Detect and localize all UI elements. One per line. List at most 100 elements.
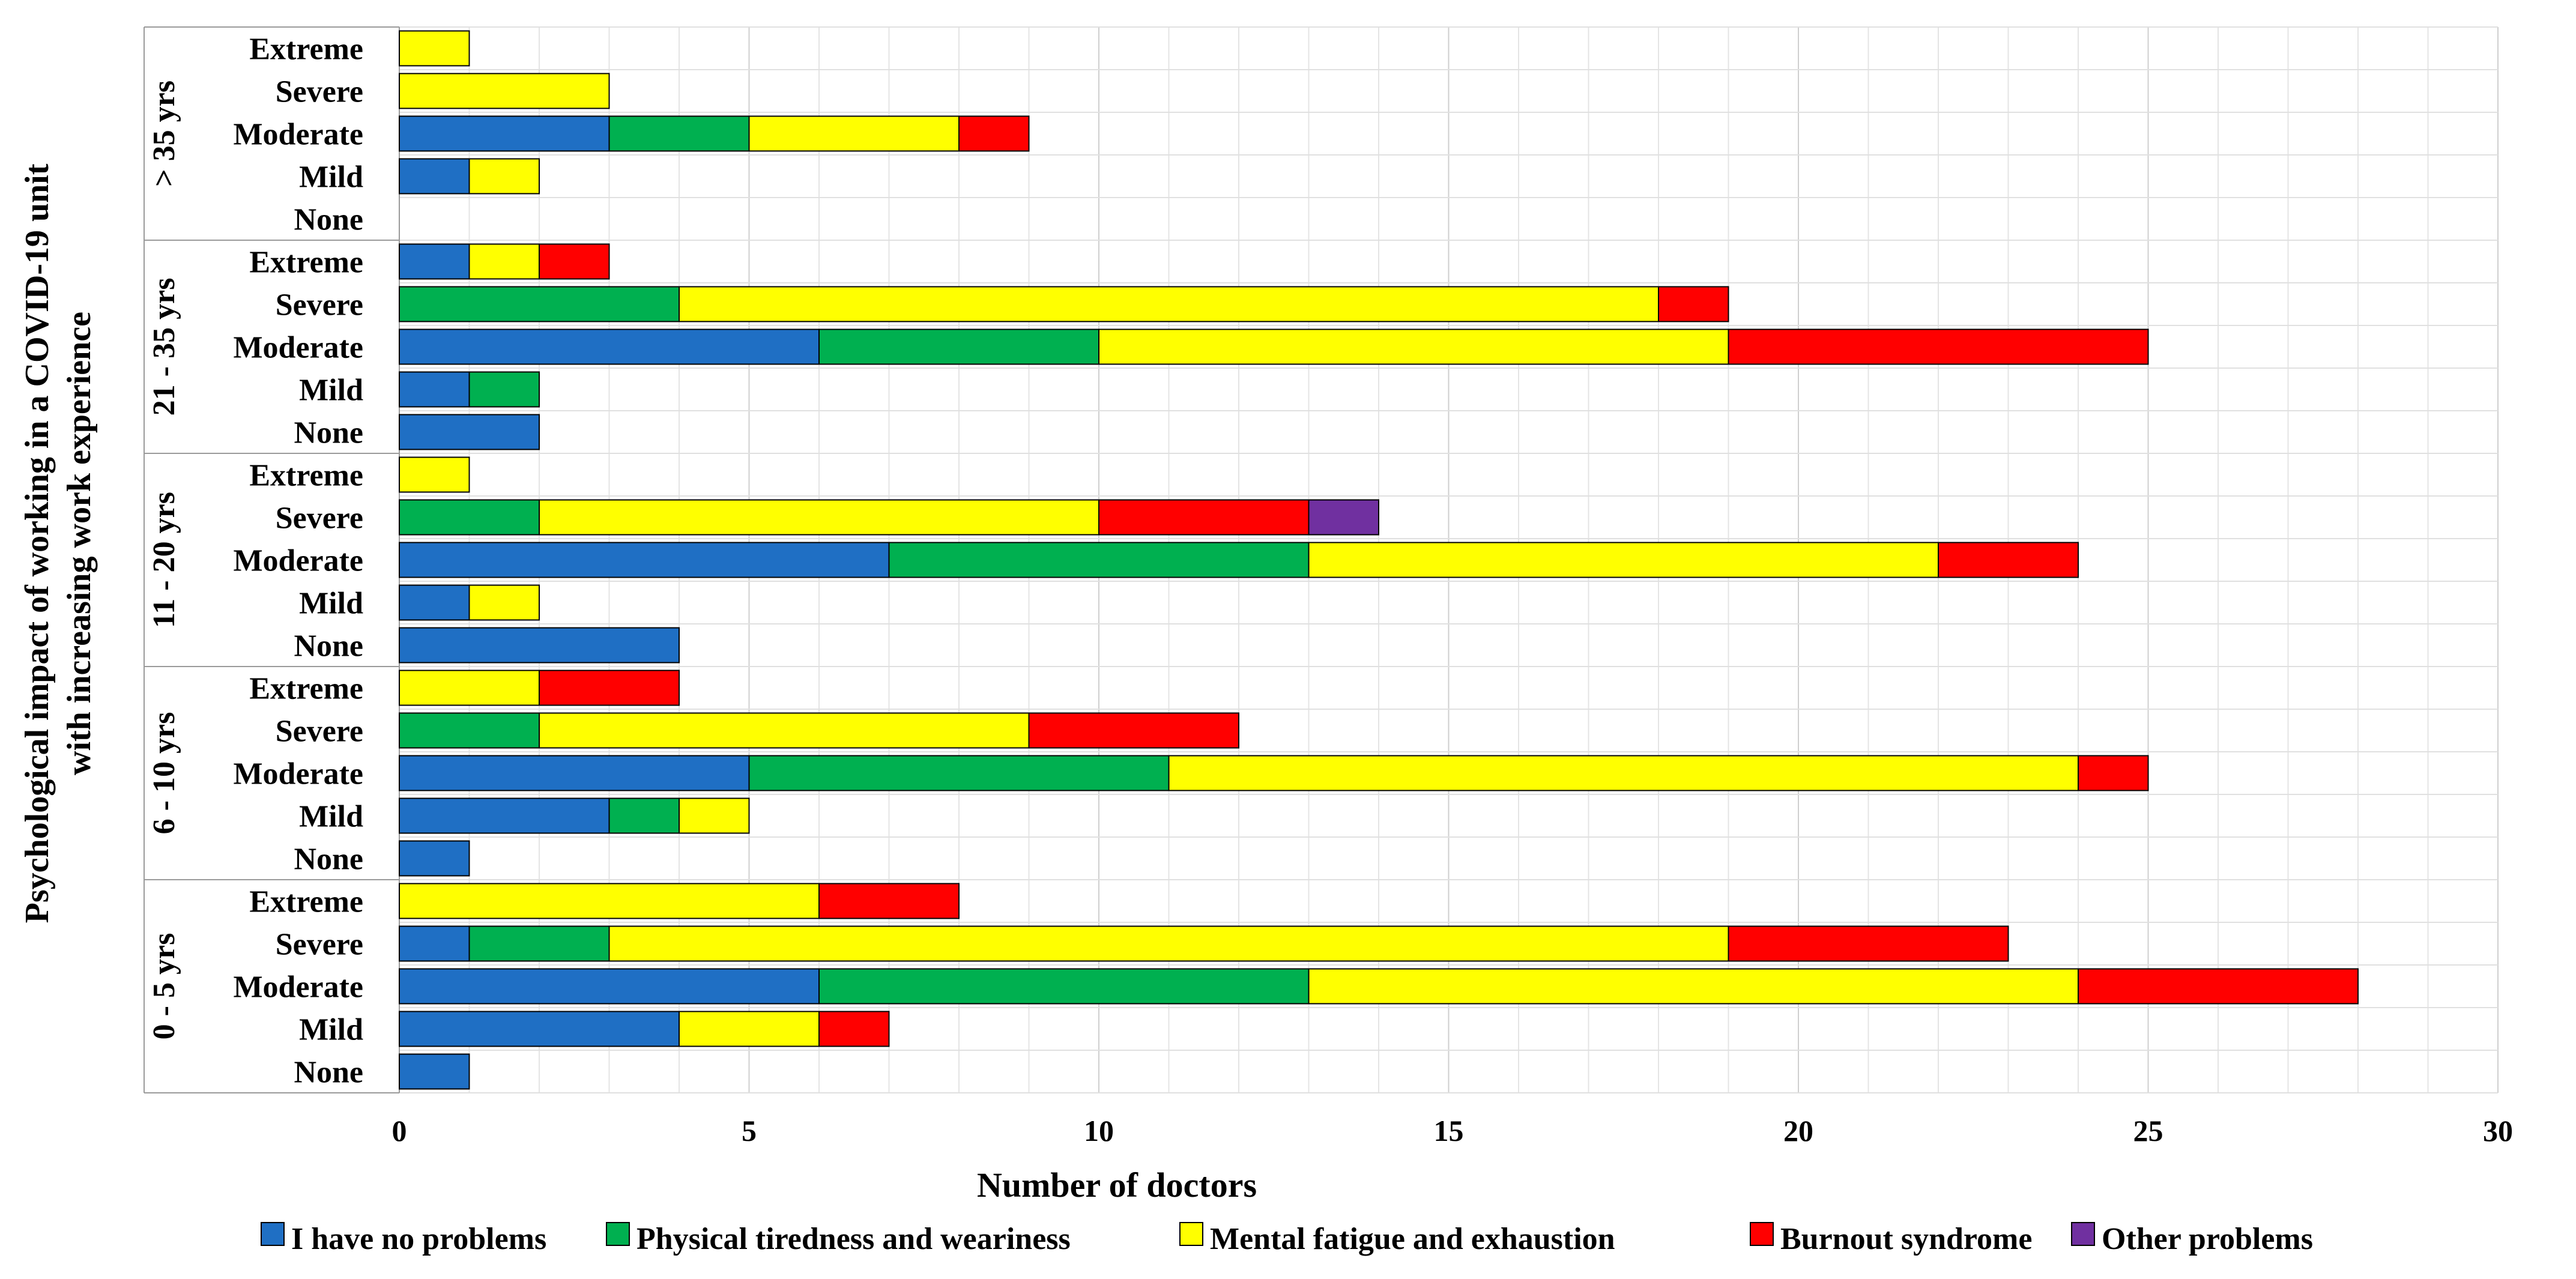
category-label: Moderate: [233, 544, 363, 578]
bar-segment: [958, 115, 1030, 152]
category-label: Severe: [276, 715, 363, 749]
bar-segment: [399, 73, 610, 109]
legend: I have no problems Physical tiredness and…: [261, 1222, 2313, 1256]
legend-item: Burnout syndrome: [1750, 1222, 2032, 1256]
bar-segment: [608, 797, 680, 834]
group-labels: > 35 yrs 21 - 35 yrs 11 - 20 yrs 6 - 10 yrs…: [147, 80, 181, 1039]
bar-segment: [468, 925, 610, 962]
x-axis-title: Number of doctors: [977, 1166, 1257, 1205]
bar-segment: [1098, 328, 1729, 365]
x-tick-label: 5: [742, 1114, 757, 1147]
bar-segment: [539, 499, 1099, 536]
bar-segment: [399, 158, 470, 195]
bar-segment: [399, 755, 750, 791]
category-label: Severe: [276, 928, 363, 962]
legend-label: Burnout syndrome: [1780, 1222, 2032, 1256]
bar-segment: [1308, 499, 1379, 536]
category-label: Severe: [276, 288, 363, 322]
bar-segment: [399, 371, 470, 408]
bar-segment: [1308, 542, 1939, 578]
legend-swatch: [606, 1222, 630, 1246]
category-label: Moderate: [233, 118, 363, 152]
legend-item: Physical tiredness and weariness: [606, 1222, 1071, 1256]
bar-segment: [468, 158, 540, 195]
category-label: Mild: [299, 373, 363, 408]
category-label: Mild: [299, 800, 363, 834]
bar-segment: [399, 328, 820, 365]
x-tick-label: 0: [392, 1114, 407, 1147]
category-label: Mild: [299, 1013, 363, 1047]
bar-segment: [399, 243, 470, 280]
x-tick-label: 25: [2133, 1114, 2163, 1147]
bar-segment: [399, 30, 470, 67]
bar-segment: [399, 883, 820, 919]
bar-segment: [818, 328, 1099, 365]
category-label: Moderate: [233, 970, 363, 1005]
x-axis-ticks: 0 5 10 15 20 25 30: [392, 1114, 2514, 1147]
group-label: 21 - 35 yrs: [147, 278, 181, 416]
category-label: Extreme: [249, 672, 363, 706]
bar-segment: [608, 115, 750, 152]
category-label: Extreme: [249, 32, 363, 67]
bar-segment: [399, 797, 610, 834]
bar-segment: [399, 499, 540, 536]
legend-label: Mental fatigue and exhaustion: [1210, 1222, 1615, 1256]
category-label: None: [294, 203, 363, 237]
bar-segment: [399, 584, 470, 621]
group-label: 0 - 5 yrs: [147, 933, 181, 1040]
bar-segment: [399, 1011, 680, 1047]
category-label: Extreme: [249, 459, 363, 493]
category-label: Mild: [299, 160, 363, 195]
bar-segment: [1308, 968, 2079, 1005]
bar-segment: [1168, 755, 2079, 791]
group-label: 6 - 10 yrs: [147, 712, 181, 835]
bar-segment: [399, 1053, 470, 1090]
bar-segment: [468, 371, 540, 408]
bar-segment: [539, 712, 1030, 749]
bar-segment: [399, 712, 540, 749]
category-labels: Extreme Severe Moderate Mild None Extreme Seve…: [233, 32, 363, 1090]
bar-segment: [399, 627, 680, 664]
bar-segment: [399, 670, 540, 706]
bar-segment: [679, 797, 750, 834]
bar-segment: [679, 286, 1659, 322]
legend-label: I have no problems: [291, 1222, 546, 1256]
bar-segment: [2078, 755, 2149, 791]
bar-segment: [1728, 328, 2149, 365]
bar-segment: [468, 584, 540, 621]
group-label: > 35 yrs: [147, 80, 181, 187]
bar-segment: [748, 115, 960, 152]
bar-segment: [399, 414, 540, 450]
bar-segment: [2078, 968, 2359, 1005]
legend-item: Other problems: [2071, 1222, 2313, 1256]
legend-label: Other problems: [2102, 1222, 2313, 1256]
category-label: Severe: [276, 501, 363, 536]
bar-segment: [1728, 925, 2009, 962]
bar-segment: [608, 925, 1729, 962]
bars-layer: [399, 30, 2359, 1090]
bar-segment: [679, 1011, 820, 1047]
bar-segment: [399, 925, 470, 962]
legend-swatch: [1750, 1222, 1774, 1246]
bar-segment: [399, 456, 470, 493]
legend-swatch: [261, 1222, 285, 1246]
bar-segment: [748, 755, 1170, 791]
x-tick-label: 15: [1434, 1114, 1464, 1147]
legend-swatch: [1179, 1222, 1203, 1246]
category-label: Extreme: [249, 246, 363, 280]
legend-item: I have no problems: [261, 1222, 546, 1256]
legend-swatch: [2071, 1222, 2095, 1246]
category-label: None: [294, 629, 363, 664]
bar-segment: [468, 243, 540, 280]
bar-segment: [1028, 712, 1239, 749]
bar-segment: [399, 286, 680, 322]
category-label: None: [294, 1056, 363, 1090]
x-tick-label: 10: [1084, 1114, 1114, 1147]
x-tick-label: 30: [2483, 1114, 2513, 1147]
bar-segment: [1938, 542, 2079, 578]
group-label: 11 - 20 yrs: [147, 492, 181, 628]
category-label: Moderate: [233, 331, 363, 365]
bar-segment: [818, 968, 1310, 1005]
bar-segment: [399, 968, 820, 1005]
category-label: None: [294, 416, 363, 450]
